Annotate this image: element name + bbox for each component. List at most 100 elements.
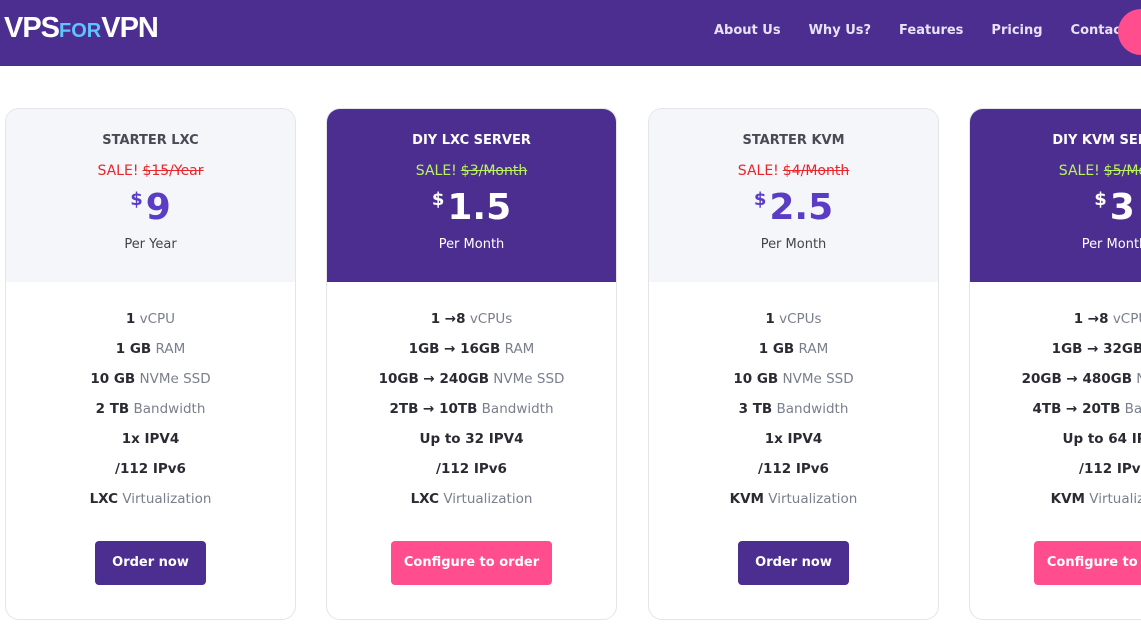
feature: 1 →8 vCPUs — [970, 311, 1141, 327]
nav-link[interactable]: Pricing — [991, 23, 1043, 38]
feature-bold: 10 GB — [733, 371, 779, 387]
feature-text: NVMe SSD — [139, 371, 211, 387]
period: Per Year — [124, 237, 177, 252]
price-value: 2.5 — [769, 187, 834, 228]
feature-bold: 20GB → 480GB — [1021, 371, 1132, 387]
feature-bold: 1 →8 — [430, 311, 466, 327]
nav-link[interactable]: Why Us? — [808, 23, 872, 38]
feature-text: vCPUs — [779, 311, 822, 327]
price: $2.5 — [649, 187, 938, 228]
currency: $ — [130, 189, 143, 210]
order-button[interactable]: Configure to order — [391, 541, 552, 585]
feature: KVM Virtualization — [649, 491, 938, 507]
cta-button[interactable] — [1118, 9, 1141, 55]
order-button[interactable]: Configure to order — [1034, 541, 1141, 585]
feature: 1 vCPU — [6, 311, 295, 327]
nav: About Us Why Us? Features Pricing Contact — [714, 23, 1127, 38]
sale-label: SALE! — [737, 163, 779, 179]
feature-bold: KVM — [1050, 491, 1085, 507]
feature-text: vCPUs — [469, 311, 513, 327]
period: Per Month — [760, 237, 827, 252]
card-header — [327, 109, 616, 282]
plan-name: DIY LXC SERVER — [412, 133, 531, 148]
feature-bold: /112 IPv6 — [758, 461, 829, 477]
feature: 3 TB Bandwidth — [649, 401, 938, 417]
feature: 1 GB RAM — [649, 341, 938, 357]
feature-bold: 4TB → 20TB — [1032, 401, 1121, 417]
price: $9 — [6, 187, 295, 228]
feature-text: Bandwidth — [1124, 401, 1141, 417]
old-price: $4/Month — [782, 163, 850, 179]
feature-bold: KVM — [729, 491, 764, 507]
plan-card: DIY LXC SERVER SALE! $3/Month $1.5 Per Month… — [326, 108, 617, 620]
plan-card: DIY KVM SERVER SALE!$5/Month $3 Per Month 1 … — [969, 108, 1141, 620]
feature-bold: LXC — [89, 491, 119, 507]
feature-bold: 10 GB — [90, 371, 136, 387]
plan-name: STARTER LXC — [102, 133, 199, 148]
feature-bold: 1 — [765, 311, 775, 327]
card-header — [6, 109, 295, 282]
sale-line: SALE! $15/Year — [6, 163, 295, 179]
feature: Up to 64 IPV4 — [970, 431, 1141, 447]
price-value: 3 — [1109, 187, 1135, 228]
feature: 1x IPV4 — [6, 431, 295, 447]
currency: $ — [753, 189, 767, 210]
feature-bold: Up to 64 IPV4 — [1062, 431, 1141, 447]
logo-part: FOR — [59, 20, 102, 42]
nav-link[interactable]: Features — [899, 23, 964, 38]
feature: 1GB → 16GB RAM — [327, 341, 616, 357]
feature-text: Virtualization — [122, 491, 212, 507]
plan-card: STARTER LXC SALE! $15/Year $9 Per Year 1 vCPU… — [5, 108, 296, 620]
feature-text: RAM — [504, 341, 535, 357]
feature: /112 IPv6 — [6, 461, 295, 477]
logo-part: VPS — [4, 12, 60, 44]
feature-text: Bandwidth — [481, 401, 554, 417]
old-price: $5/Month — [1103, 163, 1141, 179]
feature: Up to 32 IPV4 — [327, 431, 616, 447]
feature-bold: 1GB → 32GB — [1051, 341, 1141, 357]
feature-bold: 1 →8 — [1073, 311, 1109, 327]
order-button[interactable]: Order now — [738, 541, 849, 585]
currency: $ — [1094, 189, 1107, 210]
feature: 20GB → 480GB NVMe SSD — [970, 371, 1141, 387]
feature-bold: 1x IPV4 — [121, 431, 180, 447]
feature-text: RAM — [155, 341, 186, 357]
feature-text: Virtualization — [768, 491, 858, 507]
sale-line: SALE! $4/Month — [649, 163, 938, 179]
feature: 10GB → 240GB NVMe SSD — [327, 371, 616, 387]
feature: LXC Virtualization — [327, 491, 616, 507]
feature: 10 GB NVMe SSD — [6, 371, 295, 387]
sale-line: SALE! $3/Month — [327, 163, 616, 179]
feature-text: Bandwidth — [776, 401, 849, 417]
sale-label: SALE! — [1058, 163, 1100, 179]
feature-text: NVMe SSD — [493, 371, 565, 387]
sale-line: SALE!$5/Month — [970, 163, 1141, 179]
plan-name: STARTER KVM — [742, 133, 845, 148]
sale-label: SALE! — [415, 163, 457, 179]
plan-card: STARTER KVM SALE! $4/Month $2.5 Per Month 1 v… — [648, 108, 939, 620]
feature: LXC Virtualization — [6, 491, 295, 507]
feature-bold: 3 TB — [738, 401, 773, 417]
order-button[interactable]: Order now — [95, 541, 206, 585]
feature-bold: /112 IPv6 — [436, 461, 507, 477]
nav-link[interactable]: About Us — [714, 23, 781, 38]
feature-bold: 2 TB — [95, 401, 130, 417]
feature-text: Virtualization — [443, 491, 533, 507]
logo[interactable]: VPSFORVPN — [4, 12, 159, 45]
feature-bold: 2TB → 10TB — [389, 401, 478, 417]
feature-text: Virtualization — [1089, 491, 1141, 507]
feature-bold: 10GB → 240GB — [378, 371, 489, 387]
feature: 1 GB RAM — [6, 341, 295, 357]
feature: 2TB → 10TB Bandwidth — [327, 401, 616, 417]
feature-bold: 1 GB — [758, 341, 795, 357]
feature: /112 IPv6 — [649, 461, 938, 477]
nav-link[interactable]: Contact — [1070, 23, 1128, 38]
feature-text: NVMe SSD — [782, 371, 854, 387]
feature-bold: /112 IPv6 — [115, 461, 186, 477]
logo-part: VPN — [101, 12, 159, 44]
feature-bold: Up to 32 IPV4 — [419, 431, 524, 447]
header: VPSFORVPN About Us Why Us? Features Pricing… — [0, 0, 1141, 66]
card-header — [970, 109, 1141, 282]
feature-text: NVMe SSD — [1136, 371, 1141, 387]
